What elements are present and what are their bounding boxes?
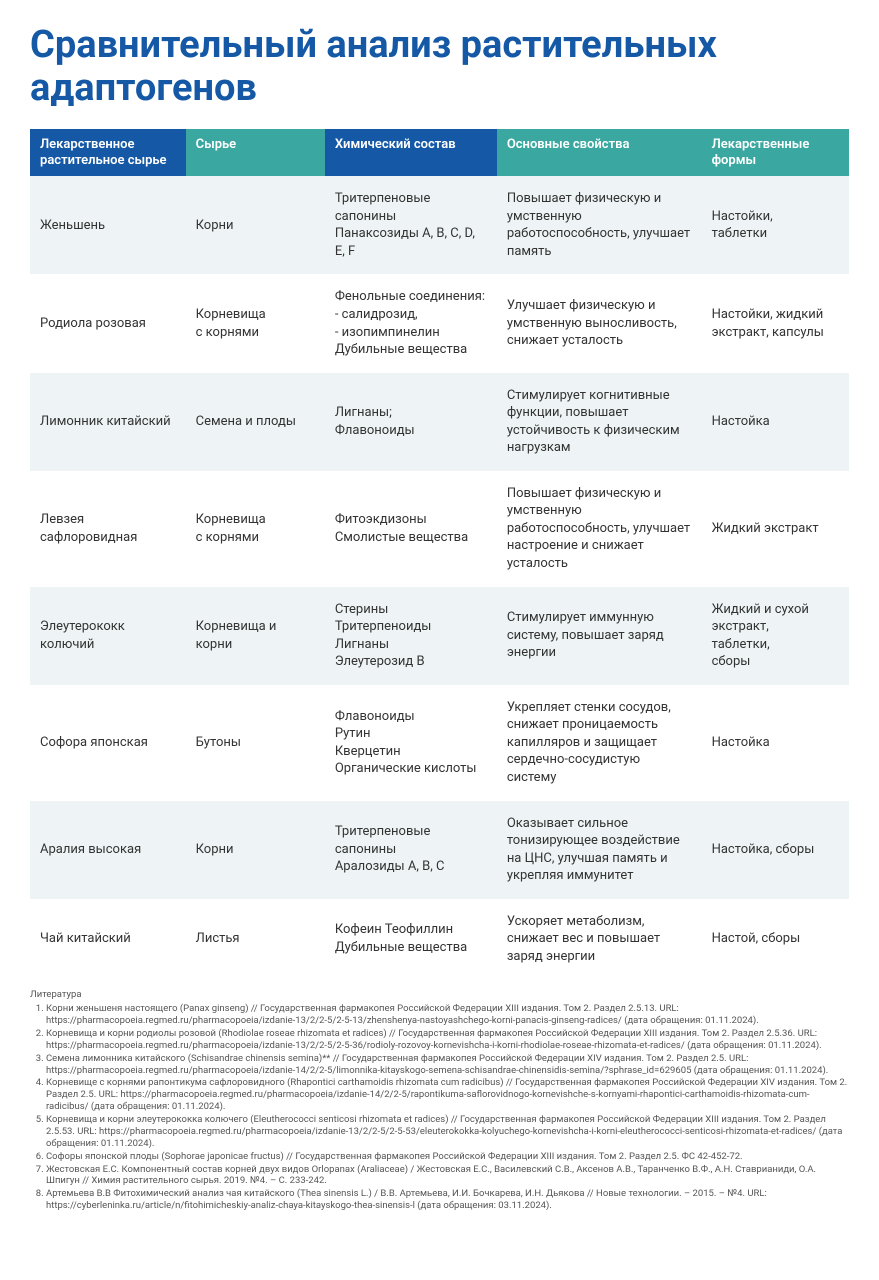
cell-plant: Левзея сафлоровидная — [30, 471, 186, 587]
table-header-row: Лекарственное растительное сырье Сырье Х… — [30, 129, 849, 176]
cell-raw: Корни — [186, 176, 325, 274]
page-title: Сравнительный анализ растительных адапто… — [30, 24, 849, 109]
cell-raw: Корневища с корнями — [186, 471, 325, 587]
cell-prop: Стимулирует когнитивные функции, повышае… — [497, 373, 702, 471]
cell-plant: Родиола розовая — [30, 274, 186, 372]
cell-prop: Повышает физическую и умственную работос… — [497, 471, 702, 587]
references: Литература Корни женьшеня настоящего (Pa… — [30, 989, 849, 1212]
cell-chem: Тритерпеновые сапонины Панаксозиды А, В,… — [325, 176, 497, 274]
col-header-forms: Лекарственные формы — [702, 129, 849, 176]
table-row: Лимонник китайский Семена и плоды Лигнан… — [30, 373, 849, 471]
cell-prop: Стимулирует иммунную систему, повышает з… — [497, 587, 702, 685]
cell-plant: Элеутерококк колючий — [30, 587, 186, 685]
table-row: Элеутерококк колючий Корневища и корни С… — [30, 587, 849, 685]
cell-form: Настойка, сборы — [702, 801, 849, 899]
cell-chem: Фитоэкдизоны Смолистые вещества — [325, 471, 497, 587]
table-row: Женьшень Корни Тритерпеновые сапонины Па… — [30, 176, 849, 274]
cell-form: Жидкий экстракт — [702, 471, 849, 587]
col-header-raw: Сырье — [186, 129, 325, 176]
reference-item: Артемьева В.В Фитохимический анализ чая … — [46, 1188, 849, 1212]
reference-item: Корневище с корнями рапонтикума сафлоров… — [46, 1077, 849, 1113]
reference-item: Корни женьшеня настоящего (Panax ginseng… — [46, 1003, 849, 1027]
cell-chem: Тритерпеновые сапонины Аралозиды А, В, С — [325, 801, 497, 899]
cell-chem: Флавоноиды Рутин Кверцетин Органические … — [325, 685, 497, 801]
page: Сравнительный анализ растительных адапто… — [0, 0, 879, 1233]
cell-form: Настой, сборы — [702, 899, 849, 980]
cell-raw: Листья — [186, 899, 325, 980]
cell-prop: Улучшает физическую и умственную выносли… — [497, 274, 702, 372]
cell-prop: Ускоряет метаболизм, снижает вес и повыш… — [497, 899, 702, 980]
cell-chem: Кофеин Теофиллин Дубильные вещества — [325, 899, 497, 980]
reference-item: Жестовская Е.С. Компонентный состав корн… — [46, 1164, 849, 1188]
table-row: Софора японская Бутоны Флавоноиды Рутин … — [30, 685, 849, 801]
adaptogens-table: Лекарственное растительное сырье Сырье Х… — [30, 129, 849, 979]
cell-raw: Корневища с корнями — [186, 274, 325, 372]
cell-prop: Оказывает сильное тонизирующее воздейств… — [497, 801, 702, 899]
cell-plant: Чай китайский — [30, 899, 186, 980]
cell-chem: Фенольные соединения: - салидрозид, - из… — [325, 274, 497, 372]
reference-item: Софоры японской плоды (Sophorae japonica… — [46, 1151, 849, 1163]
table-row: Родиола розовая Корневища с корнями Фено… — [30, 274, 849, 372]
cell-prop: Укрепляет стенки сосудов, снижает прониц… — [497, 685, 702, 801]
cell-form: Настойка — [702, 685, 849, 801]
col-header-properties: Основные свойства — [497, 129, 702, 176]
references-title: Литература — [30, 989, 849, 1001]
col-header-chem: Химический состав — [325, 129, 497, 176]
cell-plant: Женьшень — [30, 176, 186, 274]
table-row: Аралия высокая Корни Тритерпеновые сапон… — [30, 801, 849, 899]
cell-raw: Корни — [186, 801, 325, 899]
col-header-plant: Лекарственное растительное сырье — [30, 129, 186, 176]
cell-raw: Бутоны — [186, 685, 325, 801]
cell-chem: Стерины Тритерпеноиды Лигнаны Элеутерози… — [325, 587, 497, 685]
cell-plant: Софора японская — [30, 685, 186, 801]
cell-form: Настойки, таблетки — [702, 176, 849, 274]
reference-item: Корневища и корни родиолы розовой (Rhodi… — [46, 1028, 849, 1052]
cell-prop: Повышает физическую и умственную работос… — [497, 176, 702, 274]
table-row: Чай китайский Листья Кофеин Теофиллин Ду… — [30, 899, 849, 980]
reference-item: Корневища и корни элеутерококка колючего… — [46, 1114, 849, 1150]
cell-raw: Семена и плоды — [186, 373, 325, 471]
table-row: Левзея сафлоровидная Корневища с корнями… — [30, 471, 849, 587]
cell-form: Настойка — [702, 373, 849, 471]
cell-plant: Лимонник китайский — [30, 373, 186, 471]
cell-plant: Аралия высокая — [30, 801, 186, 899]
cell-chem: Лигнаны; Флавоноиды — [325, 373, 497, 471]
reference-item: Семена лимонника китайского (Schisandrae… — [46, 1053, 849, 1077]
cell-form: Жидкий и сухой экстракт, таблетки, сборы — [702, 587, 849, 685]
cell-form: Настойки, жидкий экстракт, капсулы — [702, 274, 849, 372]
cell-raw: Корневища и корни — [186, 587, 325, 685]
